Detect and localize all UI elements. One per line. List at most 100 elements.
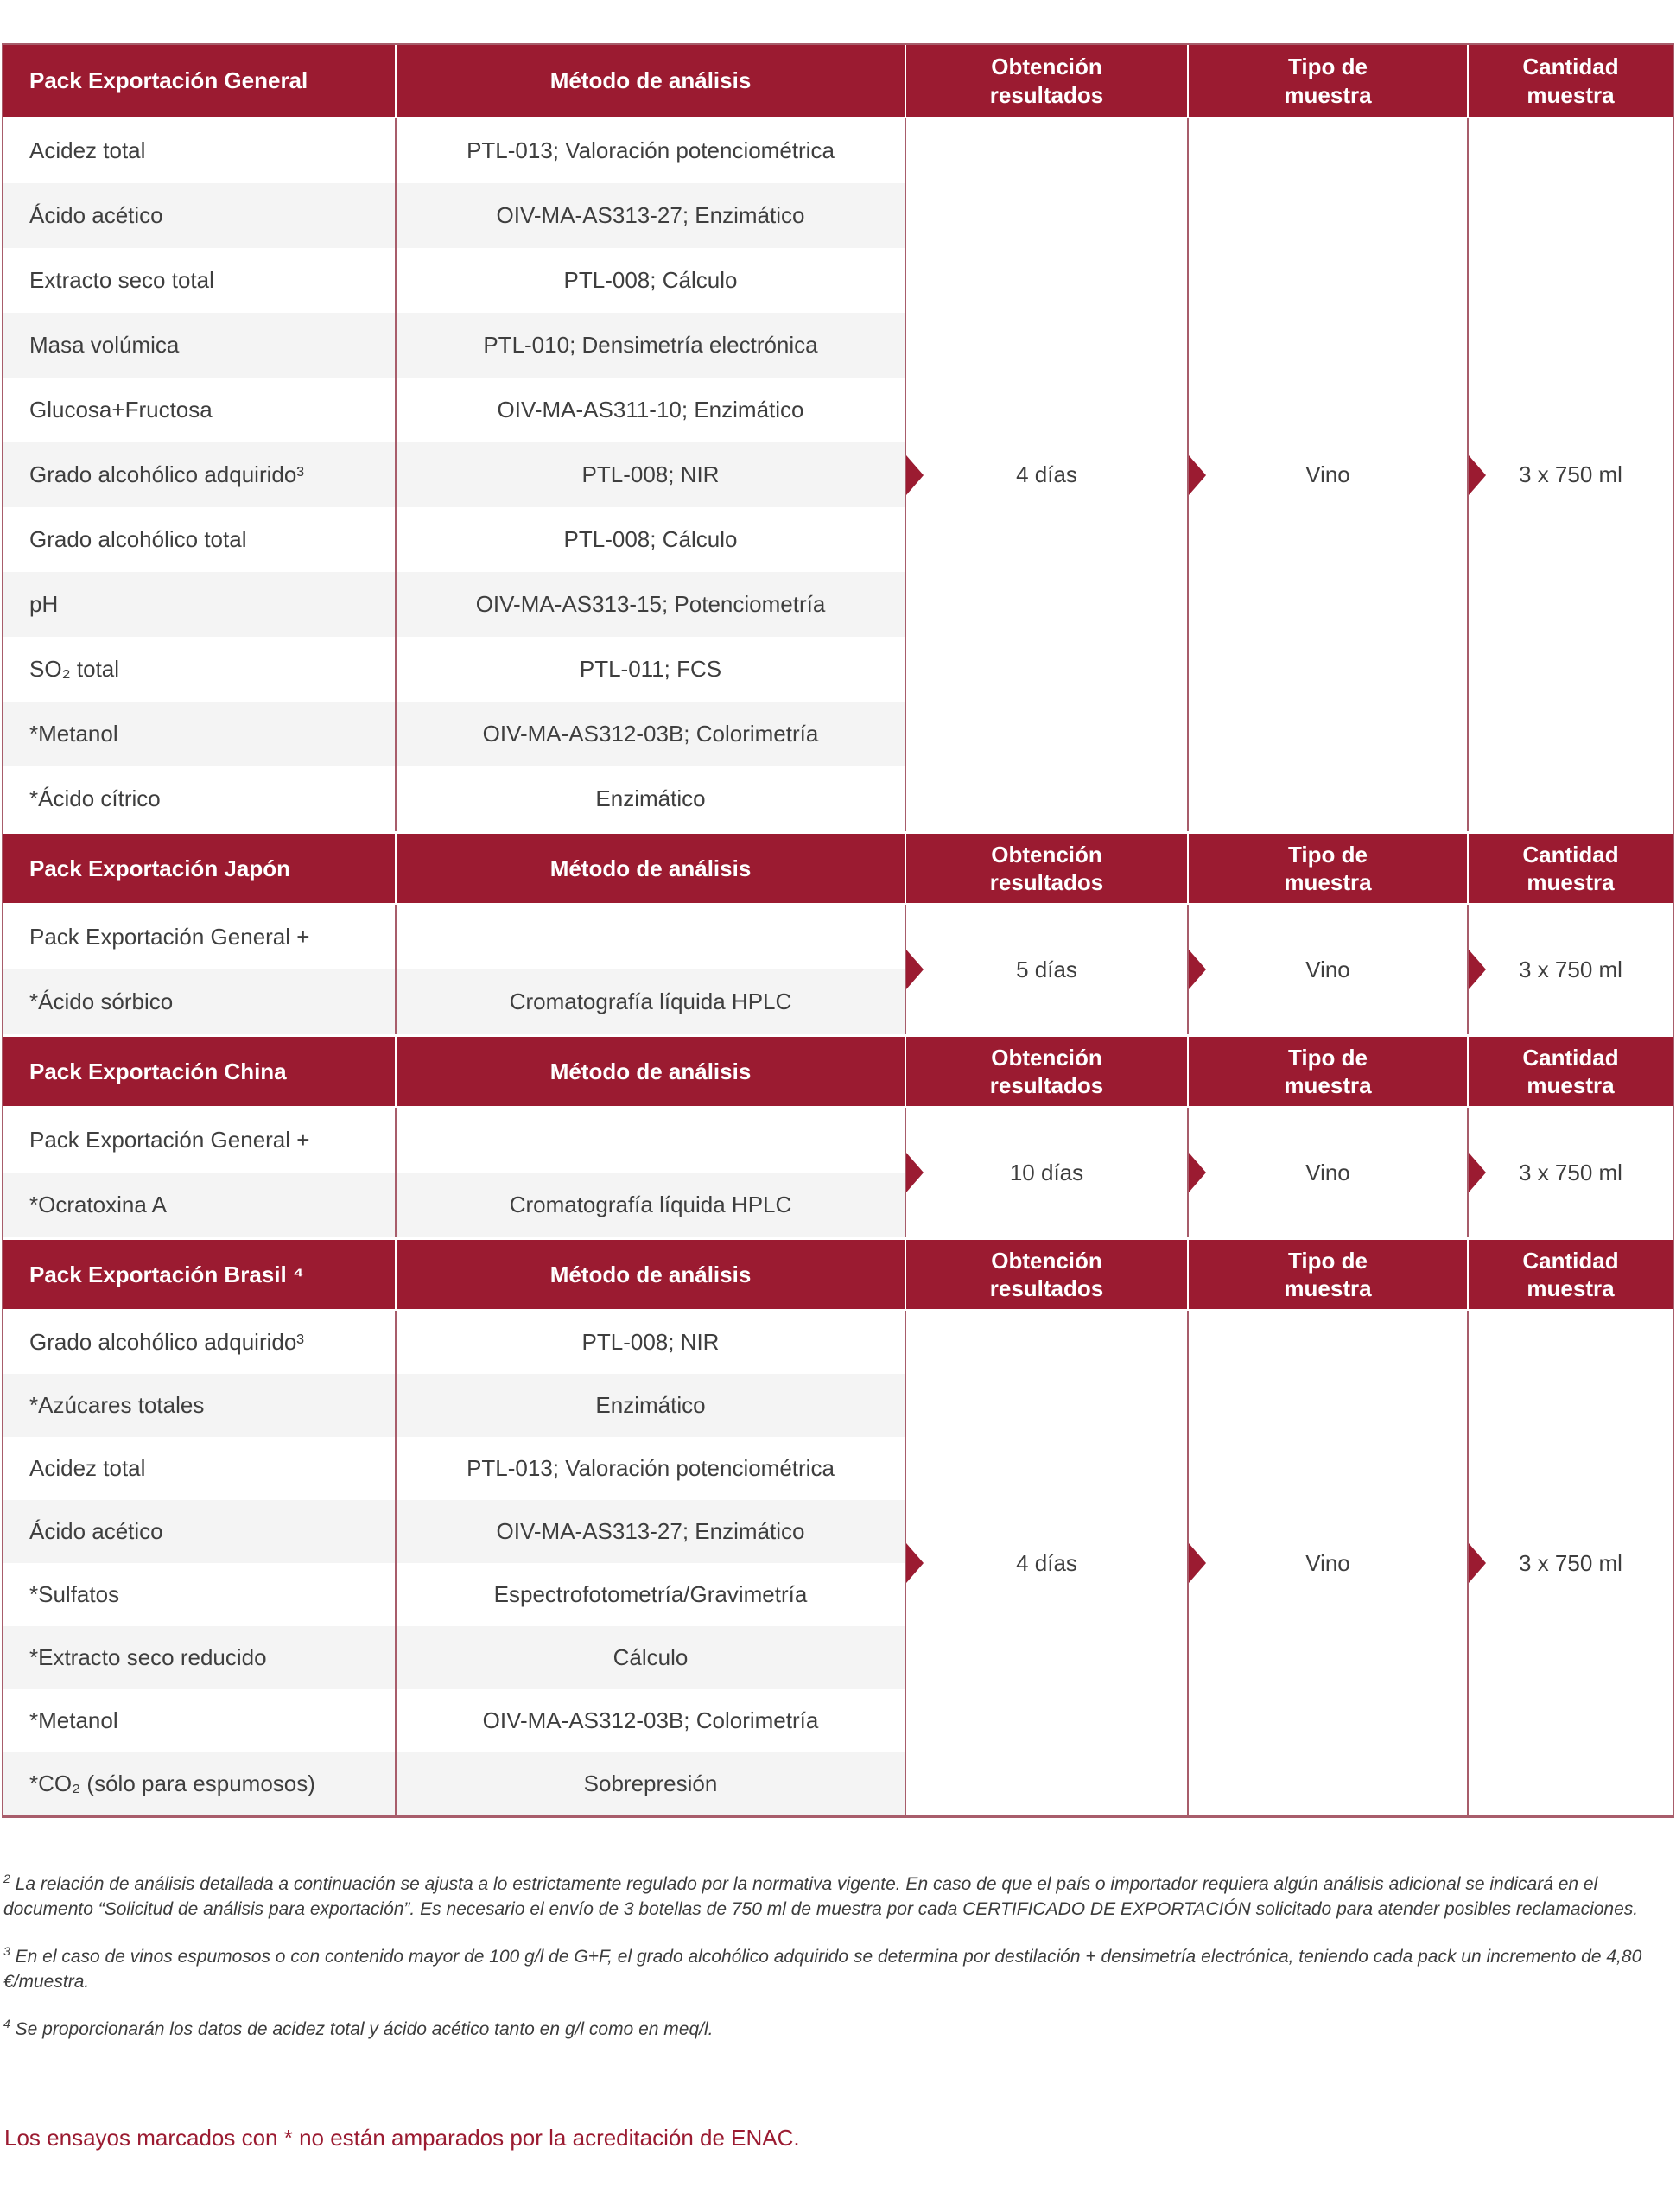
arrow-right-icon (1189, 1543, 1206, 1583)
sample-type-value: Vino (1305, 1159, 1350, 1185)
analysis-method: OIV-MA-AS312-03B; Colorimetría (395, 1689, 905, 1752)
sample-qty-cell: 3 x 750 ml (1467, 905, 1673, 1034)
table-row: *Metanol OIV-MA-AS312-03B; Colorimetría (3, 702, 905, 766)
analysis-method: OIV-MA-AS313-27; Enzimático (395, 183, 905, 248)
method-header: Método de análisis (395, 834, 905, 903)
analysis-method (395, 905, 905, 969)
analysis-method: OIV-MA-AS311-10; Enzimático (395, 378, 905, 442)
table-row: *CO₂ (sólo para espumosos) Sobrepresión (3, 1752, 905, 1815)
arrow-right-icon (1189, 454, 1206, 495)
analysis-name: *Extracto seco reducido (29, 1644, 267, 1670)
table-row: Acidez total PTL-013; Valoración potenci… (3, 1437, 905, 1500)
sample-qty-cell: 3 x 750 ml (1467, 1311, 1673, 1815)
analysis-name: Grado alcohólico adquirido³ (29, 461, 304, 487)
analysis-method: PTL-008; Cálculo (395, 507, 905, 572)
arrow-right-icon (1469, 1543, 1486, 1583)
analysis-packs-table: Pack Exportación General Método de análi… (2, 43, 1674, 1818)
sample-type-cell: Vino (1187, 1311, 1467, 1815)
sample-type-cell: Vino (1187, 1108, 1467, 1237)
analysis-name: Pack Exportación General + (29, 924, 310, 950)
arrow-right-icon (1189, 1153, 1206, 1192)
footnote-marker: 4 (3, 2017, 10, 2031)
results-header: Obtención resultados (905, 45, 1187, 117)
analysis-method: PTL-013; Valoración potenciométrica (395, 118, 905, 183)
analysis-method: Enzimático (395, 766, 905, 831)
table-row: *Sulfatos Espectrofotometría/Gravimetría (3, 1563, 905, 1626)
analysis-name: Ácido acético (29, 202, 163, 228)
analysis-name: *Metanol (29, 1707, 118, 1733)
sample-qty-value: 3 x 750 ml (1519, 461, 1622, 487)
analysis-method: Cromatografía líquida HPLC (395, 969, 905, 1034)
table-row: Extracto seco total PTL-008; Cálculo (3, 248, 905, 313)
results-cell: 4 días (905, 118, 1187, 831)
analysis-method (395, 1108, 905, 1173)
table-row: *Ocratoxina A Cromatografía líquida HPLC (3, 1173, 905, 1237)
sample-type-value: Vino (1305, 461, 1350, 487)
sample-qty-header: Cantidad muestra (1467, 1240, 1673, 1309)
section-body-china: Pack Exportación General + *Ocratoxina A… (3, 1108, 1673, 1237)
footnote: 2 La relación de análisis detallada a co… (3, 1872, 1667, 1922)
section-body-brasil: Grado alcohólico adquirido³ PTL-008; NIR… (3, 1311, 1673, 1815)
section-body-general: Acidez total PTL-013; Valoración potenci… (3, 118, 1673, 831)
analysis-rows: Acidez total PTL-013; Valoración potenci… (3, 118, 905, 831)
analysis-name: *Metanol (29, 721, 118, 747)
sample-qty-value: 3 x 750 ml (1519, 1549, 1622, 1576)
sample-type-header: Tipo de muestra (1187, 1240, 1467, 1309)
section-header-brasil: Pack Exportación Brasil ⁴ Método de anál… (3, 1237, 1673, 1311)
sample-qty-header: Cantidad muestra (1467, 45, 1673, 117)
analysis-method: OIV-MA-AS313-15; Potenciometría (395, 572, 905, 637)
analysis-method: PTL-008; NIR (395, 442, 905, 507)
analysis-method: Cálculo (395, 1626, 905, 1689)
analysis-method: Cromatografía líquida HPLC (395, 1173, 905, 1237)
table-row: Ácido acético OIV-MA-AS313-27; Enzimátic… (3, 183, 905, 248)
analysis-method: OIV-MA-AS313-27; Enzimático (395, 1500, 905, 1563)
arrow-right-icon (1469, 454, 1486, 495)
sample-type-header: Tipo de muestra (1187, 834, 1467, 903)
analysis-name: Pack Exportación General + (29, 1127, 310, 1153)
sample-type-cell: Vino (1187, 118, 1467, 831)
pack-title: Pack Exportación Brasil ⁴ (29, 1261, 304, 1287)
sample-qty-header: Cantidad muestra (1467, 834, 1673, 903)
arrow-right-icon (1469, 1153, 1486, 1192)
results-value: 4 días (1016, 461, 1077, 487)
method-header: Método de análisis (395, 45, 905, 117)
sample-type-cell: Vino (1187, 905, 1467, 1034)
analysis-name: Grado alcohólico total (29, 526, 247, 552)
table-row: Glucosa+Fructosa OIV-MA-AS311-10; Enzimá… (3, 378, 905, 442)
table-row: Pack Exportación General + (3, 1108, 905, 1173)
results-value: 4 días (1016, 1549, 1077, 1576)
table-row: Grado alcohólico adquirido³ PTL-008; NIR (3, 1311, 905, 1374)
analysis-name: *Ácido sórbico (29, 988, 174, 1014)
analysis-name: *Ocratoxina A (29, 1192, 167, 1217)
results-header: Obtención resultados (905, 834, 1187, 903)
section-header-japon: Pack Exportación Japón Método de análisi… (3, 831, 1673, 905)
results-cell: 10 días (905, 1108, 1187, 1237)
analysis-name: *Azúcares totales (29, 1392, 205, 1418)
analysis-name: Extracto seco total (29, 267, 214, 293)
section-body-japon: Pack Exportación General + *Ácido sórbic… (3, 905, 1673, 1034)
pack-title: Pack Exportación China (29, 1058, 287, 1084)
results-header: Obtención resultados (905, 1037, 1187, 1106)
arrow-right-icon (906, 950, 924, 989)
footnote: 3 En el caso de vinos espumosos o con co… (3, 1944, 1667, 1994)
table-row: Acidez total PTL-013; Valoración potenci… (3, 118, 905, 183)
footnote-marker: 2 (3, 1872, 10, 1885)
sample-qty-cell: 3 x 750 ml (1467, 1108, 1673, 1237)
results-header: Obtención resultados (905, 1240, 1187, 1309)
table-row: Pack Exportación General + (3, 905, 905, 969)
analysis-rows: Pack Exportación General + *Ocratoxina A… (3, 1108, 905, 1237)
sample-qty-value: 3 x 750 ml (1519, 1159, 1622, 1185)
arrow-right-icon (906, 1543, 924, 1583)
sample-type-value: Vino (1305, 1549, 1350, 1576)
table-row: Masa volúmica PTL-010; Densimetría elect… (3, 313, 905, 378)
analysis-rows: Pack Exportación General + *Ácido sórbic… (3, 905, 905, 1034)
analysis-method: Sobrepresión (395, 1752, 905, 1815)
table-row: Grado alcohólico adquirido³ PTL-008; NIR (3, 442, 905, 507)
table-row: Grado alcohólico total PTL-008; Cálculo (3, 507, 905, 572)
analysis-name: Grado alcohólico adquirido³ (29, 1329, 304, 1355)
table-row: *Ácido cítrico Enzimático (3, 766, 905, 831)
results-value: 10 días (1009, 1159, 1084, 1185)
analysis-name: Acidez total (29, 1455, 146, 1481)
analysis-method: OIV-MA-AS312-03B; Colorimetría (395, 702, 905, 766)
analysis-method: Enzimático (395, 1374, 905, 1437)
